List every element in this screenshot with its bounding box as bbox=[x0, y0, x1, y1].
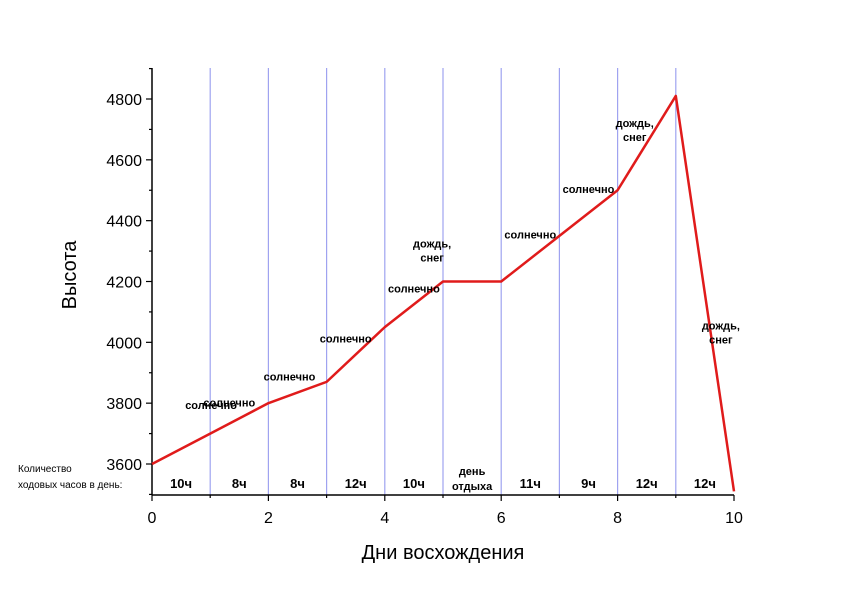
hours-value-line: день bbox=[459, 466, 486, 478]
y-tick-label: 3600 bbox=[106, 457, 142, 474]
weather-label-line: снег bbox=[623, 132, 647, 144]
hours-value: 12ч bbox=[694, 476, 716, 491]
weather-label-line: солнечно bbox=[563, 184, 615, 196]
weather-label-line: дождь, bbox=[616, 118, 654, 130]
y-tick-label: 4400 bbox=[106, 214, 142, 231]
weather-label-line: снег bbox=[709, 335, 733, 347]
y-tick-label: 4000 bbox=[106, 335, 142, 352]
hours-value: 10ч bbox=[170, 476, 192, 491]
y-tick-label: 4600 bbox=[106, 153, 142, 170]
weather-label-line: солнечно bbox=[203, 397, 255, 409]
weather-label-line: солнечно bbox=[504, 230, 556, 242]
weather-label: солнечно bbox=[563, 184, 615, 196]
hours-row-label-line: Количество bbox=[18, 464, 72, 475]
y-tick-label: 3800 bbox=[106, 396, 142, 413]
axes: 3600 3800 4000 4200 4400 4600 4800 0 2 4 6 8 10 bbox=[106, 67, 743, 527]
hours-value: день отдыха bbox=[452, 466, 493, 493]
altitude-series bbox=[151, 94, 736, 492]
weather-annotations: солнечносолнечносолнечносолнечносолнечно… bbox=[185, 118, 740, 412]
x-tick-label: 0 bbox=[148, 510, 157, 527]
weather-label-line: дождь, bbox=[702, 321, 740, 333]
weather-label: дождь, снег bbox=[413, 239, 451, 265]
weather-label-line: солнечно bbox=[264, 372, 316, 384]
x-tick-label: 2 bbox=[264, 510, 273, 527]
y-axis-title: Высота bbox=[59, 240, 81, 310]
hours-row-label: Количество ходовых часов в день: bbox=[18, 464, 122, 491]
hours-value: 8ч bbox=[290, 476, 305, 491]
y-tick-label: 4200 bbox=[106, 275, 142, 292]
weather-label-line: солнечно bbox=[185, 400, 237, 412]
weather-label: солнечно bbox=[388, 283, 440, 295]
weather-label-line: дождь, bbox=[413, 239, 451, 251]
weather-label: дождь, снег bbox=[702, 321, 740, 347]
hours-value: 11ч bbox=[520, 476, 541, 491]
hours-value: 12ч bbox=[345, 476, 367, 491]
weather-label-line: солнечно bbox=[388, 283, 440, 295]
weather-label: солнечно bbox=[504, 230, 556, 242]
hours-value: 12ч bbox=[636, 476, 658, 491]
weather-label: солнечно bbox=[203, 397, 255, 409]
x-tick-label: 4 bbox=[380, 510, 389, 527]
weather-label: дождь, снег bbox=[616, 118, 654, 144]
weather-label-line: солнечно bbox=[320, 334, 372, 346]
x-axis-title: Дни восхождения bbox=[362, 542, 525, 564]
x-tick-label: 6 bbox=[497, 510, 506, 527]
weather-label: солнечно bbox=[264, 372, 316, 384]
x-tick-label: 8 bbox=[613, 510, 622, 527]
hours-value: 10ч bbox=[403, 476, 425, 491]
weather-label-line: снег bbox=[420, 253, 444, 265]
hours-value-line: отдыха bbox=[452, 481, 493, 493]
y-tick-label: 4800 bbox=[106, 92, 142, 109]
weather-label: солнечно bbox=[320, 334, 372, 346]
x-tick-label: 10 bbox=[725, 510, 743, 527]
weather-label: солнечно bbox=[185, 400, 237, 412]
hours-row-label-line: ходовых часов в день: bbox=[18, 480, 122, 491]
hours-value: 8ч bbox=[232, 476, 247, 491]
hours-row: Количество ходовых часов в день: 10ч 8ч 8ч 12… bbox=[18, 464, 716, 493]
hours-value: 9ч bbox=[581, 476, 596, 491]
